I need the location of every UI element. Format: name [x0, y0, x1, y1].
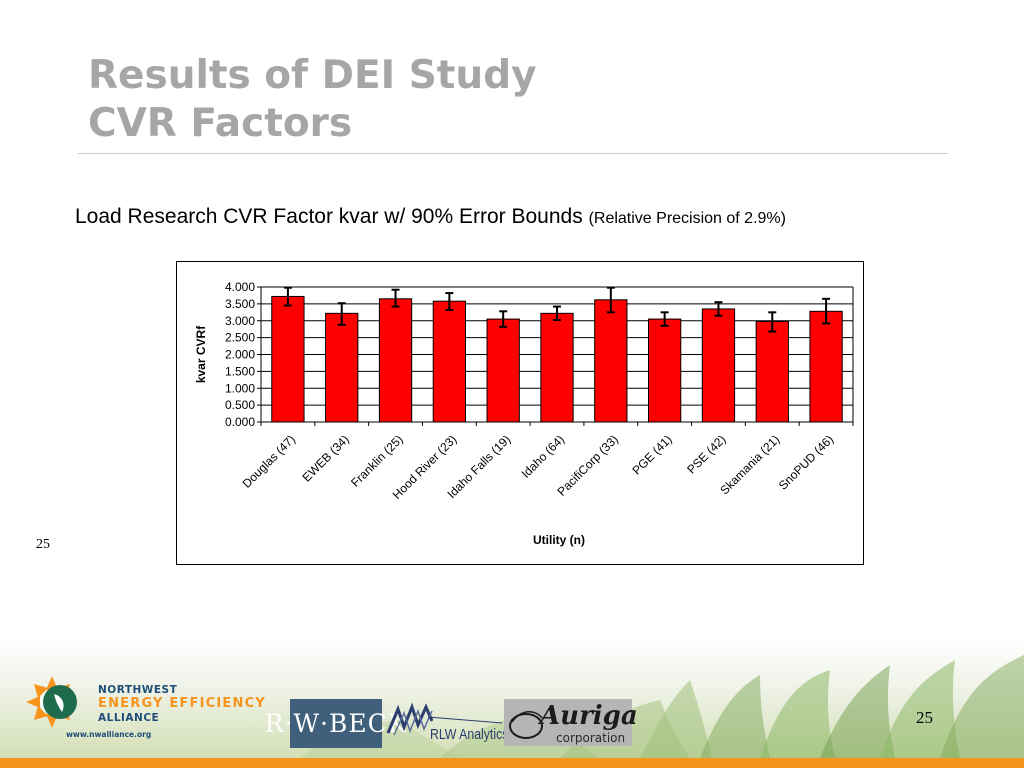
- auriga-swirl-icon: [509, 711, 543, 739]
- slide-number-right: 25: [916, 708, 933, 727]
- neea-line-2: ENERGY EFFICIENCY: [98, 696, 266, 711]
- neea-wordmark: NORTHWEST ENERGY EFFICIENCY ALLIANCE: [98, 683, 266, 725]
- x-tick-label: Douglas (47): [240, 432, 298, 490]
- y-tick-label: 2.000: [225, 348, 255, 362]
- rlw-analytics-logo: [386, 702, 503, 736]
- x-tick-label: Franklin (25): [348, 432, 406, 490]
- bar-chart: 0.000 0.500 1.000 1.500 2.000 2.500 3.000 3.500…: [194, 280, 854, 547]
- auriga-subtitle: corporation: [556, 731, 626, 745]
- title-divider: [78, 153, 948, 154]
- rwbeck-logo: R·W·BECK: [265, 699, 406, 748]
- bar: [378, 298, 413, 423]
- neea-line-3: ALLIANCE: [98, 712, 160, 724]
- y-tick-label: 3.000: [225, 314, 255, 328]
- chart-caption: Load Research CVR Factor kvar w/ 90% Err…: [75, 205, 786, 229]
- bar: [755, 320, 789, 423]
- title-line-1: Results of DEI Study: [88, 53, 537, 98]
- y-tick-label: 2.500: [225, 331, 255, 345]
- footer-accent-bar: [0, 758, 1024, 768]
- bar: [486, 318, 520, 423]
- chart-caption-note: (Relative Precision of 2.9%): [588, 210, 786, 227]
- y-tick-label: 3.500: [225, 297, 255, 311]
- bar: [432, 300, 467, 423]
- title-line-2: CVR Factors: [88, 101, 353, 146]
- slide-number-left: 25: [36, 537, 50, 552]
- bar: [271, 295, 305, 423]
- bar: [647, 318, 682, 423]
- neea-url: www.nwalliance.org: [66, 730, 152, 739]
- bar: [701, 308, 736, 423]
- x-axis-title: Utility (n): [533, 533, 585, 547]
- bar: [809, 310, 843, 423]
- x-tick-label: SnoPUD (46): [776, 432, 836, 492]
- rlw-analytics-wordmark: RLW Analytics: [430, 726, 509, 743]
- y-tick-label: 4.000: [225, 280, 255, 294]
- neea-sun-logo: [26, 676, 78, 728]
- y-tick-label: 1.500: [225, 364, 255, 378]
- y-axis-title: kvar CVRf: [194, 325, 208, 383]
- bar: [540, 312, 574, 423]
- y-tick-label: 0.000: [225, 415, 255, 429]
- x-tick-label: PSE (42): [684, 432, 728, 476]
- auriga-wordmark: Auriga: [540, 701, 638, 731]
- x-tick-label: PGE (41): [629, 432, 674, 477]
- neea-line-1: NORTHWEST: [98, 684, 178, 696]
- y-tick-label: 0.500: [225, 398, 255, 412]
- bar: [325, 312, 359, 423]
- slide-title: Results of DEI Study CVR Factors: [88, 52, 537, 148]
- x-tick-label: EWEB (34): [300, 432, 352, 484]
- y-tick-label: 1.000: [225, 381, 255, 395]
- chart-frame: 0.000 0.500 1.000 1.500 2.000 2.500 3.000 3.500…: [176, 261, 864, 565]
- x-tick-label: Idaho (64): [519, 432, 568, 481]
- bar: [594, 299, 628, 423]
- chart-caption-main: Load Research CVR Factor kvar w/ 90% Err…: [75, 205, 583, 228]
